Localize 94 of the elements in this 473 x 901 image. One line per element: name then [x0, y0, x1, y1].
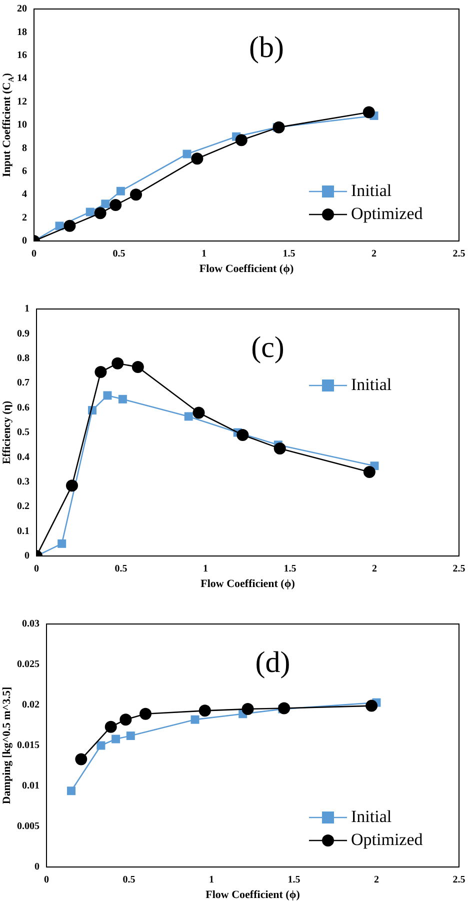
y-tick-label: 0.01: [22, 780, 40, 792]
x-tick-label: 2.5: [452, 874, 466, 886]
x-tick-label: 0.5: [122, 874, 136, 886]
point: [235, 134, 248, 146]
point: [130, 188, 142, 201]
y-tick-label: 18: [17, 26, 27, 38]
point: [101, 200, 110, 208]
point: [272, 121, 285, 134]
y-tick-label: 0.4: [17, 452, 30, 463]
x-tick-label: 2: [372, 248, 376, 260]
text: (c): [251, 331, 284, 364]
y-axis-title: Damping [kg^0.5 m^3.5]: [1, 686, 13, 804]
y-tick-label: 16: [17, 50, 27, 61]
x-tick-label: 1: [202, 248, 206, 260]
text: (b): [249, 31, 284, 64]
point: [191, 152, 204, 165]
y-tick-label: 0.6: [17, 402, 30, 414]
y-tick-label: 0: [24, 550, 30, 562]
x-tick-label: 2.5: [452, 248, 466, 260]
y-tick-label: 0.5: [17, 427, 30, 438]
y-tick-label: 12: [17, 96, 27, 108]
point: [140, 708, 152, 720]
text: (d): [255, 646, 290, 679]
point: [64, 220, 76, 232]
point: [362, 106, 375, 118]
x-tick-label: 1.5: [288, 874, 300, 886]
point: [278, 702, 290, 714]
point: [103, 391, 112, 400]
point: [366, 700, 378, 712]
y-tick-label: 0: [34, 862, 40, 873]
point: [190, 715, 200, 724]
point: [66, 480, 78, 492]
y-tick-label: 8: [22, 142, 27, 154]
y-tick-label: 0.2: [17, 501, 30, 512]
x-tick-label: 1: [203, 564, 208, 575]
x-axis-title: Flow Coefficient (ϕ): [199, 263, 294, 275]
x-tick-label: 2: [372, 564, 377, 575]
x-tick-label: 1.5: [282, 248, 296, 260]
point: [274, 442, 286, 455]
x-tick-label: 0: [44, 874, 49, 886]
y-tick-label: 0.005: [17, 821, 40, 832]
x-tick-label: 1: [209, 874, 214, 886]
y-tick-label: 0.025: [17, 659, 40, 670]
y-tick-label: 0.015: [17, 740, 40, 752]
legend-label: Initial: [351, 806, 392, 826]
point: [110, 199, 122, 212]
y-tick-label: 10: [17, 120, 27, 131]
y-tick-label: 0.7: [17, 378, 30, 389]
point: [198, 704, 211, 717]
point: [242, 703, 254, 716]
point: [236, 428, 249, 441]
y-tick-label: 2: [22, 212, 27, 224]
legend-label: Optimized: [351, 204, 424, 223]
point: [363, 466, 376, 478]
x-axis-title: Flow Coefficient (ϕ): [200, 578, 296, 590]
point: [184, 412, 193, 421]
point: [58, 539, 66, 548]
point: [192, 406, 205, 419]
legend-label: Optimized: [351, 830, 424, 849]
y-tick-label: 0.1: [17, 526, 30, 537]
point: [86, 208, 94, 216]
y-tick-label: 4: [22, 189, 27, 200]
y-tick-label: 0: [22, 236, 27, 247]
point: [104, 720, 117, 733]
point: [132, 361, 144, 374]
point: [94, 366, 107, 378]
y-tick-label: 20: [17, 4, 27, 15]
legend-label: Initial: [351, 374, 392, 394]
y-tick-label: 6: [22, 166, 27, 177]
point: [126, 732, 135, 740]
x-tick-label: 0.5: [114, 564, 128, 575]
point: [116, 186, 125, 196]
legend-label: Initial: [351, 180, 392, 200]
point: [120, 714, 132, 726]
x-tick-label: 2.5: [452, 564, 466, 575]
point: [67, 786, 76, 796]
point: [75, 753, 88, 766]
x-tick-label: 0.5: [112, 248, 126, 260]
y-tick-label: 0.02: [22, 700, 40, 711]
point: [94, 207, 106, 220]
point: [112, 734, 120, 744]
x-tick-label: 1.5: [284, 564, 296, 575]
point: [112, 357, 124, 370]
y-tick-label: 0.8: [17, 352, 30, 364]
y-tick-label: 1: [24, 304, 30, 315]
y-tick-label: 0.3: [17, 476, 30, 488]
y-tick-label: 0.03: [22, 618, 40, 630]
x-axis-title: Flow Coefficient (ϕ): [206, 889, 300, 901]
x-tick-label: 2: [374, 874, 379, 886]
y-tick-label: 14: [17, 73, 27, 84]
y-axis-title: Efficiency (η): [1, 400, 13, 464]
y-tick-label: 0.9: [17, 328, 30, 340]
point: [96, 741, 106, 750]
point: [118, 394, 127, 404]
